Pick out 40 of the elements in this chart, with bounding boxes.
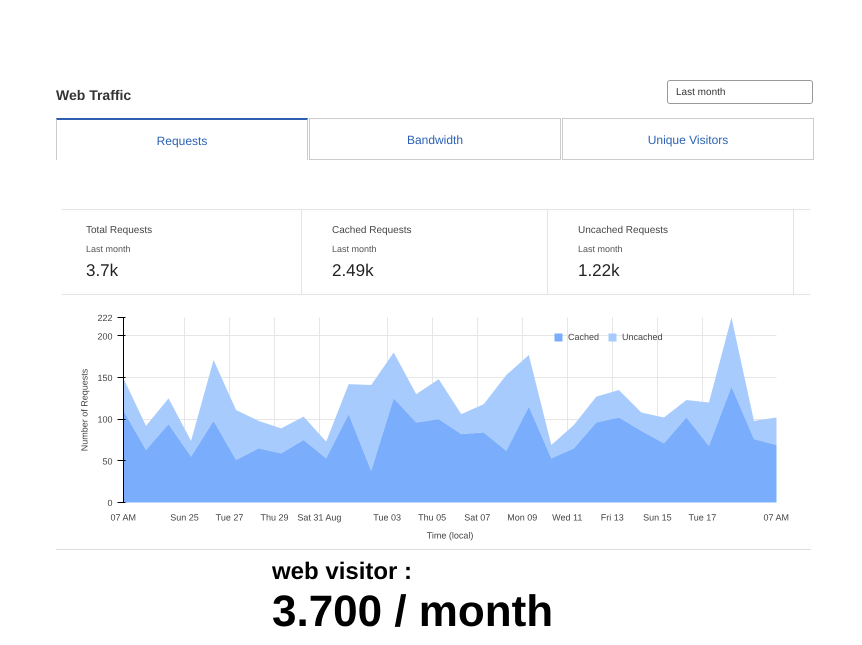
x-tick-label: Tue 17 <box>688 512 716 522</box>
x-tick-label: Thu 05 <box>418 512 446 522</box>
legend-label: Uncached <box>622 332 663 342</box>
text: Last month <box>332 243 377 256</box>
text: Last month <box>86 243 131 256</box>
text: Uncached Requests <box>578 224 668 238</box>
y-tick-label: 150 <box>97 373 113 383</box>
y-tick-label: 222 <box>97 313 113 323</box>
x-tick-label: Wed 11 <box>552 512 582 522</box>
text: Bandwidth <box>309 118 561 160</box>
x-tick-label: 07 AM <box>110 512 136 522</box>
y-tick-label: 100 <box>97 414 113 425</box>
text: Last month <box>578 243 623 256</box>
text: 2.49k <box>332 260 374 282</box>
text: web visitor : <box>272 558 412 585</box>
text: Unique Visitors <box>562 118 814 160</box>
x-tick-label: Sun 25 <box>170 512 199 522</box>
x-tick-label: Tue 27 <box>216 512 244 522</box>
text: 3.7k <box>86 260 118 282</box>
x-tick-label: Tue 03 <box>373 512 401 522</box>
x-tick-label: Fri 13 <box>600 512 624 522</box>
y-tick-label: 200 <box>97 331 113 342</box>
text: 3.700 / month <box>272 587 554 636</box>
x-tick-label: Sun 15 <box>643 512 672 522</box>
x-tick-label: 07 AM <box>763 512 790 522</box>
x-axis-title: Time (local) <box>426 530 474 540</box>
y-axis-title: Number of Requests <box>79 368 90 452</box>
x-tick-label: Mon 09 <box>507 512 538 522</box>
y-tick-label: 0 <box>107 498 113 508</box>
text: Total Requests <box>86 224 152 238</box>
text: Requests <box>56 118 308 160</box>
text: Last month <box>667 80 813 104</box>
x-tick-label: Sat 07 <box>464 512 490 522</box>
chart-title: Web Traffic <box>56 86 132 105</box>
x-tick-label: Thu 29 <box>260 512 289 522</box>
y-tick-label: 50 <box>102 456 113 466</box>
text: 1.22k <box>578 260 620 282</box>
x-tick-label: Sat 31 Aug <box>297 512 342 522</box>
text: Cached Requests <box>332 224 412 238</box>
legend-label: Cached <box>568 332 600 342</box>
